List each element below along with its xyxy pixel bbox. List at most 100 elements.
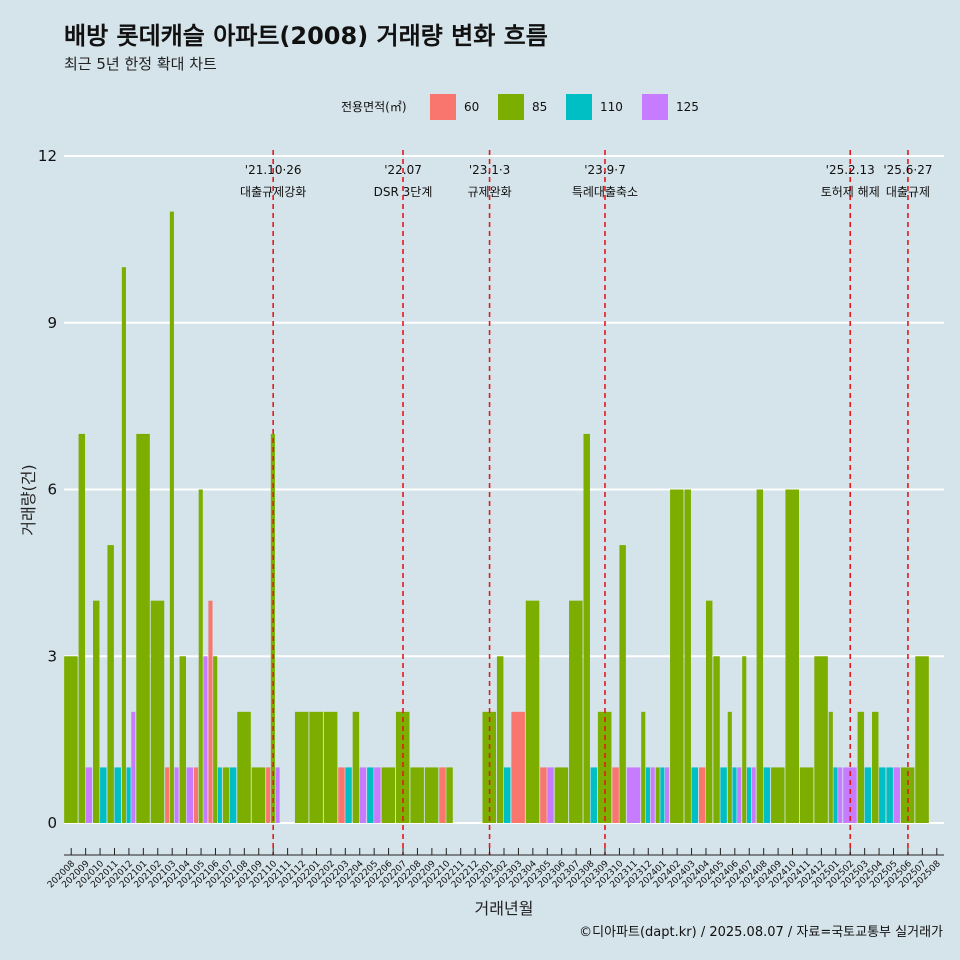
bar-125-202501 [838, 767, 843, 823]
bar-125-202312 [650, 767, 655, 823]
legend-swatch-110 [566, 94, 592, 120]
bar-110-202107 [229, 767, 237, 823]
bar-85-202406 [727, 711, 732, 823]
gridlines [64, 155, 944, 824]
bar-85-202304 [525, 600, 540, 823]
event-label: DSR 3단계 [374, 185, 433, 199]
bar-85-202506 [900, 767, 915, 823]
bar-85-202403 [684, 489, 691, 823]
bar-85-202308 [583, 433, 590, 823]
bar-85-202408 [756, 489, 764, 823]
event-label: 규제완화 [467, 185, 511, 199]
bars [64, 211, 929, 823]
bar-60-202404 [698, 767, 706, 823]
bar-110-202501 [833, 767, 838, 823]
bar-110-202312 [645, 767, 651, 823]
bar-85-202105 [198, 489, 203, 823]
bar-85-202008 [64, 656, 78, 823]
bar-85-202402 [670, 489, 684, 823]
event-label: 토허제 해제 [821, 185, 880, 199]
event-date: '25.6·27 [883, 163, 932, 177]
bar-110-202403 [691, 767, 699, 823]
bar-110-202405 [720, 767, 727, 823]
bar-110-202406 [732, 767, 737, 823]
event-date: '21.10·26 [245, 163, 302, 177]
y-tick-label: 9 [47, 314, 57, 332]
bar-85-202010 [93, 600, 100, 823]
bar-125-202110 [275, 767, 280, 823]
bar-85-202107 [222, 767, 230, 823]
bar-85-202307 [569, 600, 583, 823]
legend-label-110: 110 [600, 100, 623, 114]
bar-85-202208 [410, 767, 424, 823]
bar-85-202410 [785, 489, 799, 823]
bar-85-202301 [482, 711, 497, 823]
legend-label-85: 85 [532, 100, 547, 114]
chart-caption: ©디아파트(dapt.kr) / 2025.08.07 / 자료=국토교통부 실… [579, 925, 943, 940]
legend: 전용면적(㎡) 60 85 110 125 [341, 94, 699, 120]
bar-110-202505 [886, 767, 893, 823]
bar-125-202401 [665, 767, 670, 823]
bar-85-202101 [136, 433, 150, 823]
bar-85-202312 [641, 711, 646, 823]
bar-85-202210 [446, 767, 453, 823]
event-date: '23.9·7 [584, 163, 625, 177]
legend-swatch-60 [430, 94, 456, 120]
bar-85-202401 [655, 767, 660, 823]
bar-60-202106 [208, 600, 213, 823]
bar-85-202112 [294, 711, 309, 823]
y-tick-label: 0 [47, 814, 57, 832]
bar-125-202305 [547, 767, 554, 823]
bar-125-202012 [131, 711, 136, 823]
bar-85-202201 [309, 711, 323, 823]
bar-125-202103 [174, 767, 179, 823]
bar-85-202207 [395, 711, 410, 823]
bar-85-202412 [814, 656, 828, 823]
event-label: 대출규제강화 [240, 185, 306, 199]
bar-85-202011 [107, 545, 114, 823]
bar-125-202406 [737, 767, 742, 823]
event-date: '23.1·3 [469, 163, 510, 177]
event-date: '25.2.13 [826, 163, 875, 177]
bar-85-202404 [705, 600, 713, 823]
bar-85-202102 [150, 600, 165, 823]
bar-125-202105 [203, 656, 208, 823]
bar-125-202205 [374, 767, 381, 823]
bar-85-202309 [597, 711, 612, 823]
chart-title: 배방 롯데캐슬 아파트(2008) 거래량 변화 흐름 [64, 22, 548, 50]
bar-110-202011 [114, 767, 121, 823]
bar-110-202205 [367, 767, 374, 823]
y-axis-label: 거래량(건) [19, 464, 38, 535]
bar-85-202411 [799, 767, 814, 823]
bar-85-202106 [213, 656, 218, 823]
chart-subtitle: 최근 5년 한정 확대 차트 [64, 55, 217, 73]
bar-125-202311 [626, 767, 641, 823]
bar-60-202103 [165, 767, 170, 823]
bar-85-202504 [872, 711, 879, 823]
bar-110-202407 [746, 767, 751, 823]
bar-85-202206 [381, 767, 396, 823]
bar-110-202308 [590, 767, 598, 823]
legend-label-60: 60 [464, 100, 479, 114]
bar-60-202203 [338, 767, 345, 823]
bar-110-202106 [217, 767, 222, 823]
bar-85-202507 [915, 656, 929, 823]
y-tick-label: 3 [47, 647, 57, 665]
bar-85-202104 [179, 656, 187, 823]
legend-title: 전용면적(㎡) [341, 100, 407, 114]
bar-85-202012 [121, 267, 126, 823]
bar-85-202306 [554, 767, 569, 823]
bar-85-202409 [771, 767, 785, 823]
y-tick-labels: 0 3 6 9 12 [38, 147, 57, 832]
event-label: 특례대출축소 [572, 185, 638, 199]
bar-110-202012 [126, 767, 131, 823]
bar-85-202407 [742, 656, 747, 823]
bar-60-202303 [511, 711, 525, 823]
bar-85-202103 [169, 211, 174, 823]
bar-85-202009 [78, 433, 86, 823]
x-axis: 2020082020092020102020112020122021012021… [46, 848, 944, 890]
y-tick-label: 6 [47, 481, 57, 499]
y-tick-label: 12 [38, 147, 57, 165]
bar-110-202504 [879, 767, 886, 823]
